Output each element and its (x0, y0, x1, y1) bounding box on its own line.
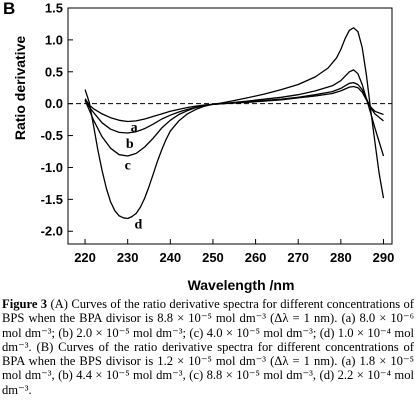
y-tick-label: 0.5 (45, 64, 63, 79)
x-axis-title: Wavelength /nm (188, 277, 295, 293)
curve-labels-layer: abc d (125, 121, 143, 233)
x-tick-label: 250 (202, 250, 224, 265)
y-tick-label: 1.5 (45, 1, 63, 16)
y-tick-label: -0.5 (41, 128, 63, 143)
y-tick-label: 1.0 (45, 32, 63, 47)
figure-caption: Figure 3 (A) Curves of the ratio derivat… (2, 297, 414, 397)
x-tick-label: 230 (117, 250, 139, 265)
x-tick-label: 260 (245, 250, 267, 265)
curve-label-d: d (134, 218, 142, 233)
curve-label-a: a (131, 121, 138, 136)
panel-label: B (3, 0, 16, 18)
x-tick-label: 240 (159, 250, 181, 265)
ratio-derivative-chart: Ratio derivative Wavelength /nm -2.0 -1.5… (12, 1, 395, 294)
series-line-a (84, 85, 384, 123)
curve-label-b: b (126, 137, 134, 152)
caption-text: (A) Curves of the ratio derivative spect… (2, 297, 414, 397)
axes-layer: -2.0 -1.5 -1.0 -0.5 0.0 0.5 1.0 1.5 220 230 240 250… (41, 1, 395, 266)
curve-label-c: c (125, 158, 131, 173)
figure-number: Figure 3 (2, 297, 48, 311)
y-axis-title-group: Ratio derivative (12, 36, 28, 140)
plot-frame (67, 7, 393, 245)
x-tick-label: 290 (373, 250, 395, 265)
x-tick-label: 280 (330, 250, 352, 265)
y-tick-label: -1.0 (41, 160, 63, 175)
series-line-d (84, 27, 385, 220)
y-tick-label: -2.0 (41, 224, 63, 239)
x-tick-label: 270 (287, 250, 309, 265)
y-tick-label: -1.5 (41, 192, 63, 207)
series-layer (84, 27, 385, 220)
y-tick-label: 0.0 (45, 96, 63, 111)
series-line-c (84, 69, 385, 157)
y-axis-title: Ratio derivative (12, 36, 28, 140)
x-tick-label: 220 (74, 250, 96, 265)
